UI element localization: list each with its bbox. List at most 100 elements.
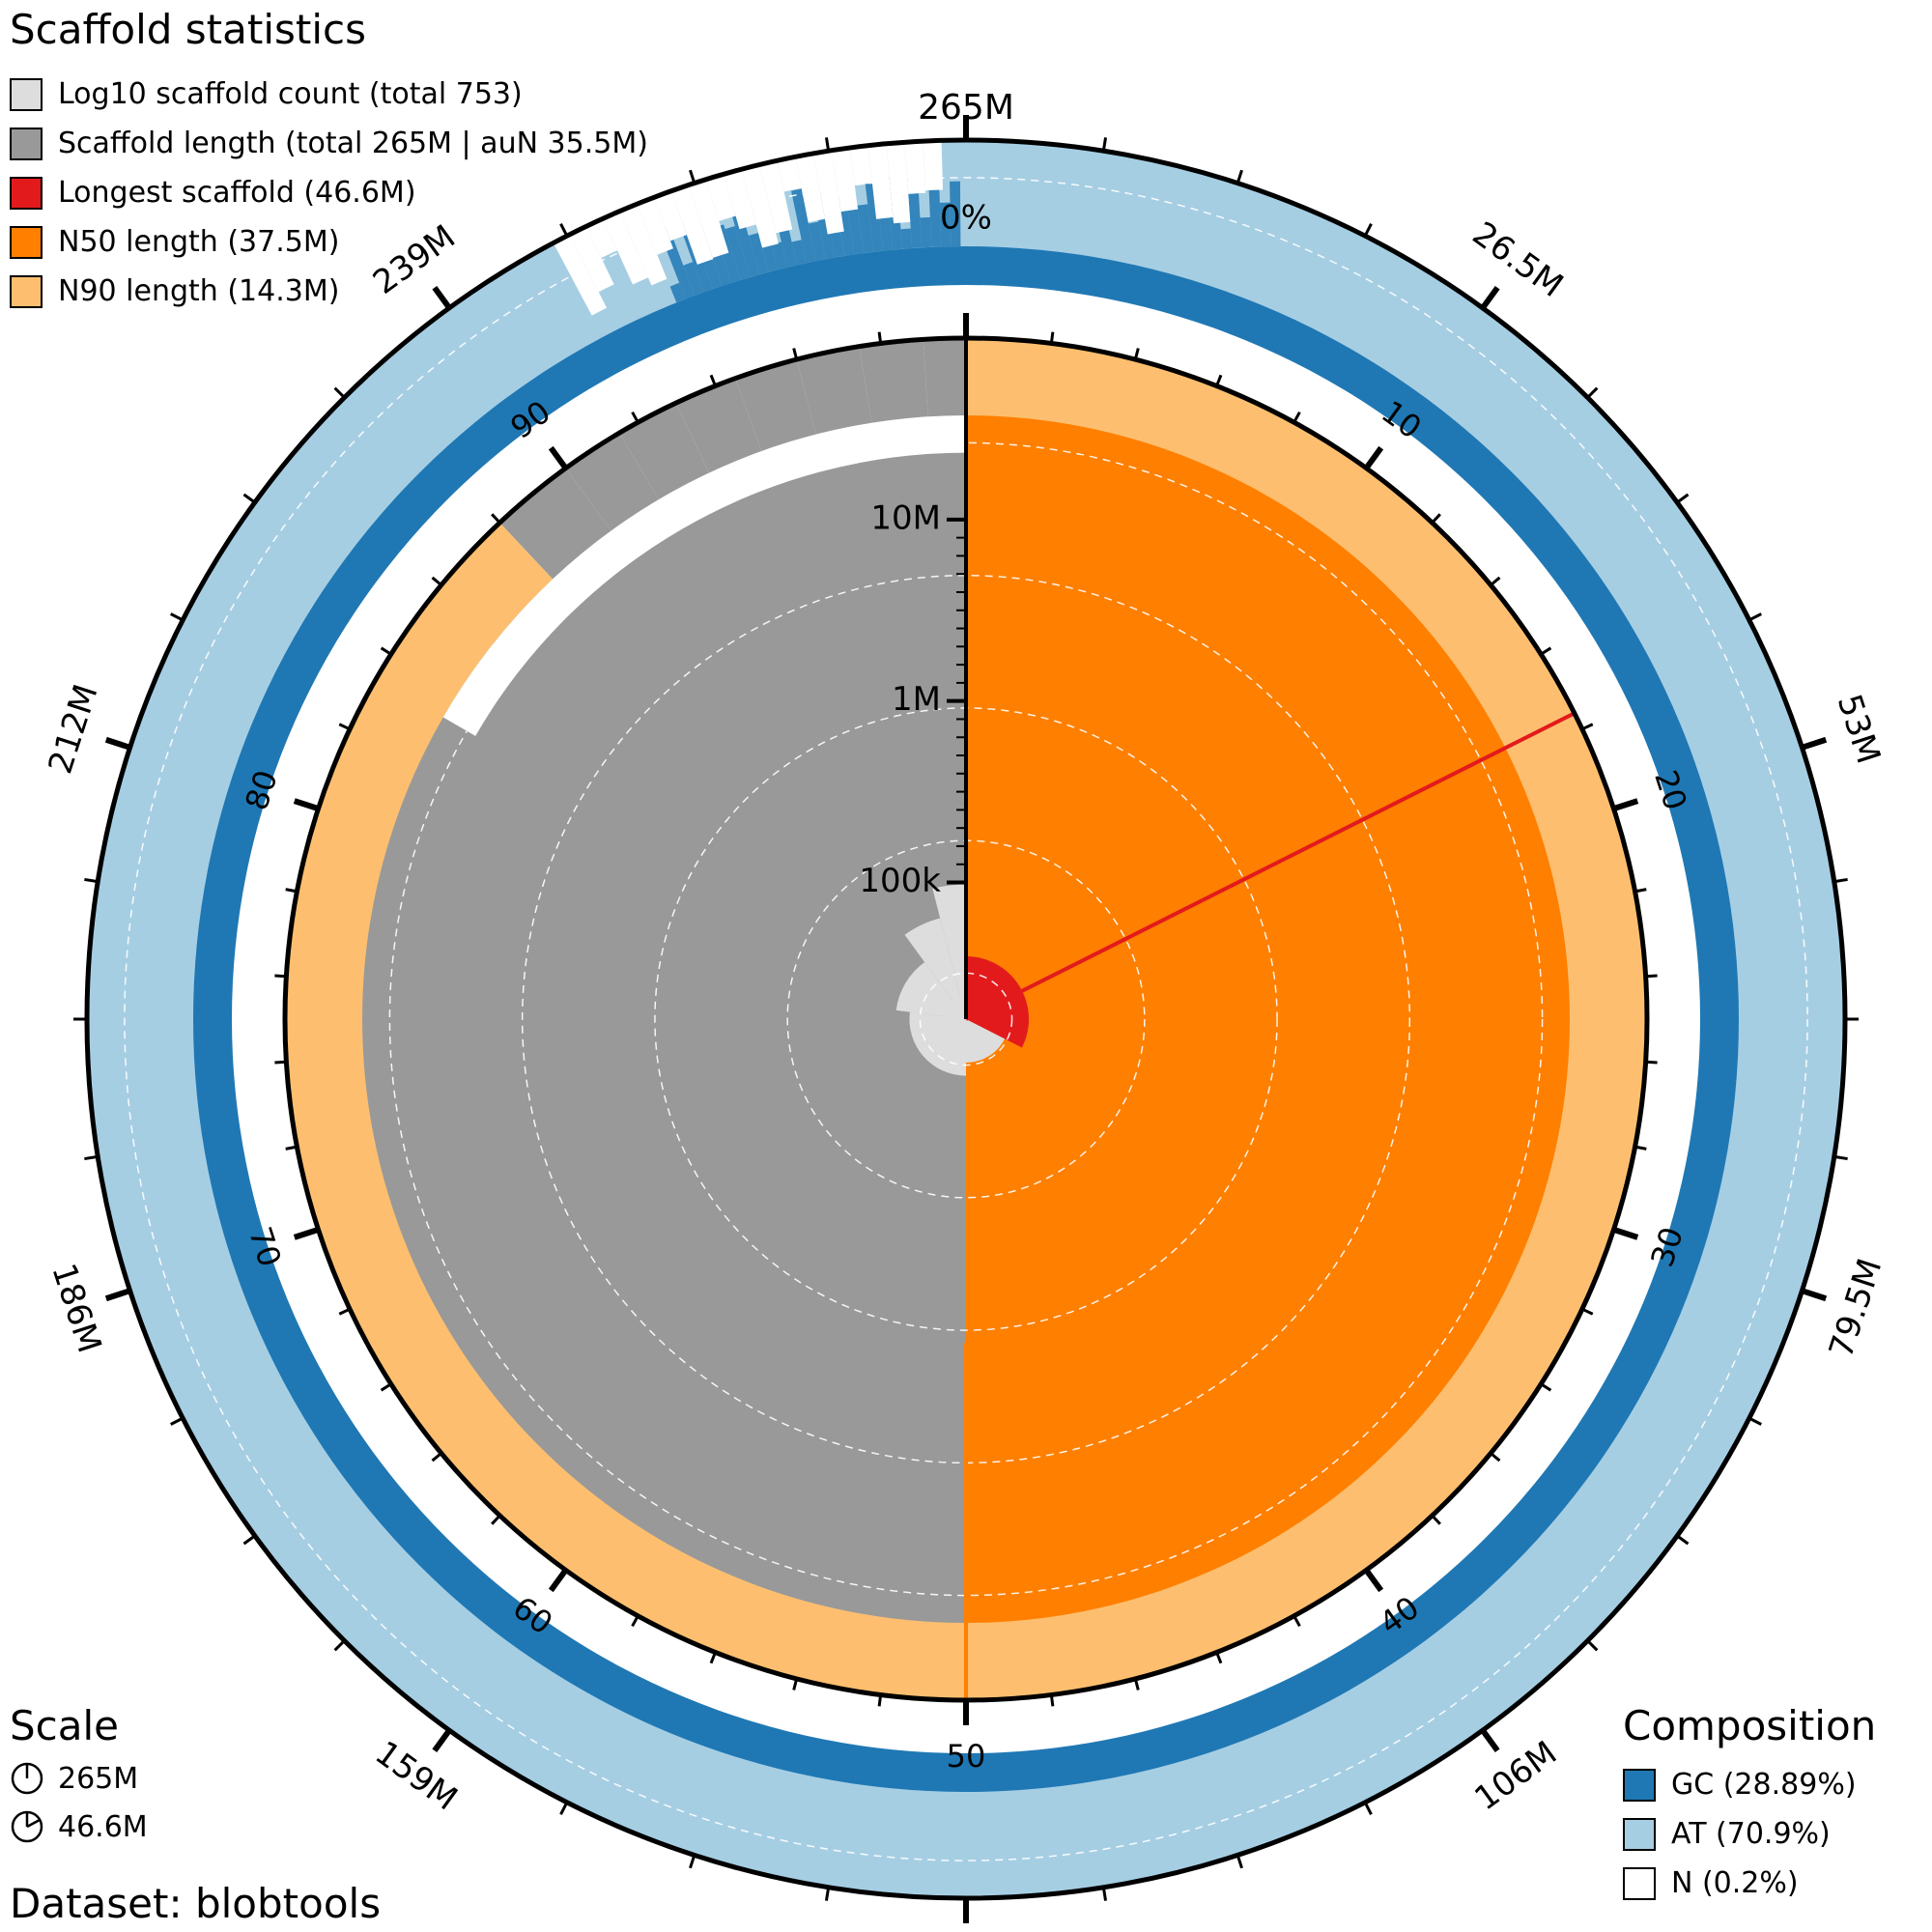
outer-major-tick	[104, 1288, 131, 1302]
n-fringe-bar	[637, 197, 673, 255]
inner-minor-tick	[631, 411, 639, 423]
legend-label: N90 length (14.3M)	[58, 274, 340, 308]
scaffold-count-segment	[932, 884, 966, 1019]
inner-tick-label: 50	[947, 1738, 986, 1775]
outer-minor-tick	[559, 223, 569, 237]
gc-variation-bar	[669, 282, 686, 303]
inner-minor-tick	[877, 1694, 883, 1707]
outer-minor-tick	[1676, 1534, 1690, 1546]
outer-minor-tick	[1236, 1854, 1243, 1869]
outer-minor-tick	[689, 169, 696, 185]
legend-item-gc: GC (28.89%)	[1623, 1760, 1876, 1809]
radial-scale-label: 10M	[870, 498, 941, 537]
inner-minor-tick	[631, 1615, 639, 1628]
inner-minor-tick	[1215, 374, 1223, 387]
n-fringe-bar	[569, 226, 614, 293]
inner-minor-tick	[1645, 1060, 1658, 1065]
n-fringe-bar	[603, 211, 649, 285]
inner-minor-tick	[1540, 646, 1552, 656]
inner-minor-tick	[709, 1651, 717, 1664]
outer-tick-label: 186M	[43, 1259, 108, 1357]
n-fringe-bar	[777, 156, 802, 192]
legend-label: Longest scaffold (46.6M)	[58, 176, 416, 210]
n90-swatch	[10, 274, 43, 308]
longest-scaffold-swatch	[10, 176, 43, 210]
outer-tick-label: 26.5M	[1465, 214, 1570, 305]
outer-minor-tick	[1586, 386, 1599, 399]
scale-legend: Scale 265M 46.6M	[10, 1706, 148, 1851]
outer-minor-tick	[824, 137, 831, 152]
gc-variation-bar	[808, 221, 826, 262]
inner-minor-tick	[1490, 1452, 1501, 1463]
radial-grid-ring	[388, 441, 1544, 1597]
n-swatch	[1623, 1866, 1656, 1900]
n-fringe-bar	[904, 141, 926, 194]
inner-minor-tick	[491, 513, 501, 525]
n-fringe-bar	[705, 174, 736, 221]
length-drop-region	[442, 415, 966, 736]
n-fringe-bar	[867, 143, 894, 219]
scaffold-statistics-title: Scaffold statistics	[10, 6, 367, 53]
outer-minor-tick	[1748, 1416, 1762, 1426]
inner-minor-tick	[1634, 1145, 1647, 1151]
n-fringe-bar	[759, 160, 793, 234]
radial-grid-ring	[256, 309, 1676, 1729]
inner-minor-tick	[274, 974, 287, 979]
outer-minor-tick	[689, 1854, 696, 1869]
outer-minor-tick	[1236, 169, 1243, 185]
legend-item-n90: N90 length (14.3M)	[10, 267, 648, 316]
gc-variation-bar	[900, 228, 913, 249]
inner-major-tick	[1612, 798, 1639, 811]
n50-sector	[966, 415, 1570, 1623]
scale-item-longest: 46.6M	[10, 1803, 148, 1851]
inner-minor-tick	[285, 1145, 298, 1151]
legend-label: Log10 scaffold count (total 753)	[58, 77, 523, 111]
scaffold-statistics-legend: Scaffold statistics Log10 scaffold count…	[10, 10, 648, 316]
legend-label: N50 length (37.5M)	[58, 225, 340, 259]
inner-minor-tick	[1634, 888, 1647, 894]
legend-item-longest-scaffold: Longest scaffold (46.6M)	[10, 168, 648, 217]
inner-minor-tick	[380, 1382, 392, 1392]
gc-variation-bar	[683, 262, 704, 296]
outer-minor-tick	[170, 1416, 184, 1426]
outer-minor-tick	[1748, 612, 1762, 622]
inner-minor-tick	[1215, 1651, 1223, 1664]
inner-major-tick	[293, 798, 320, 811]
n50-swatch	[10, 225, 43, 259]
legend-label: N (0.2%)	[1671, 1866, 1799, 1900]
gc-variation-bar	[724, 226, 751, 280]
inner-major-tick	[548, 445, 569, 470]
inner-minor-tick	[792, 348, 799, 360]
composition-legend: Composition GC (28.89%) AT (70.9%) N (0.…	[1623, 1706, 1876, 1908]
scaffold-length-core	[362, 415, 966, 1623]
scaffold-count-segment	[904, 918, 966, 1019]
outer-major-tick	[1801, 1288, 1828, 1302]
scale-label: 46.6M	[58, 1809, 148, 1844]
outer-minor-tick	[1101, 1887, 1108, 1901]
inner-minor-tick	[877, 331, 883, 344]
inner-minor-tick	[285, 888, 298, 894]
inner-minor-tick	[431, 576, 442, 586]
legend-item-scaffold-length: Scaffold length (total 265M | auN 35.5M)	[10, 119, 648, 168]
outer-minor-tick	[1363, 223, 1373, 237]
n-fringe-bar	[724, 169, 756, 230]
gc-variation-bar	[730, 210, 759, 277]
outer-tick-label: 212M	[41, 680, 105, 779]
inner-minor-tick	[1581, 723, 1594, 731]
scale-label: 265M	[58, 1761, 139, 1796]
outer-minor-tick	[170, 612, 184, 622]
at-swatch	[1623, 1817, 1656, 1851]
inner-major-tick	[548, 1568, 569, 1593]
inner-minor-tick	[792, 1678, 799, 1690]
inner-minor-tick	[709, 374, 717, 387]
outer-tick-label: 106M	[1467, 1734, 1564, 1819]
inner-minor-tick	[1049, 331, 1055, 344]
legend-item-n: N (0.2%)	[1623, 1859, 1876, 1908]
inner-minor-tick	[380, 646, 392, 656]
gc-variation-bar	[748, 233, 769, 275]
legend-label: Scaffold length (total 265M | auN 35.5M)	[58, 127, 648, 160]
outer-minor-tick	[824, 1887, 831, 1901]
outer-minor-tick	[1833, 877, 1848, 884]
legend-label: AT (70.9%)	[1671, 1817, 1831, 1851]
